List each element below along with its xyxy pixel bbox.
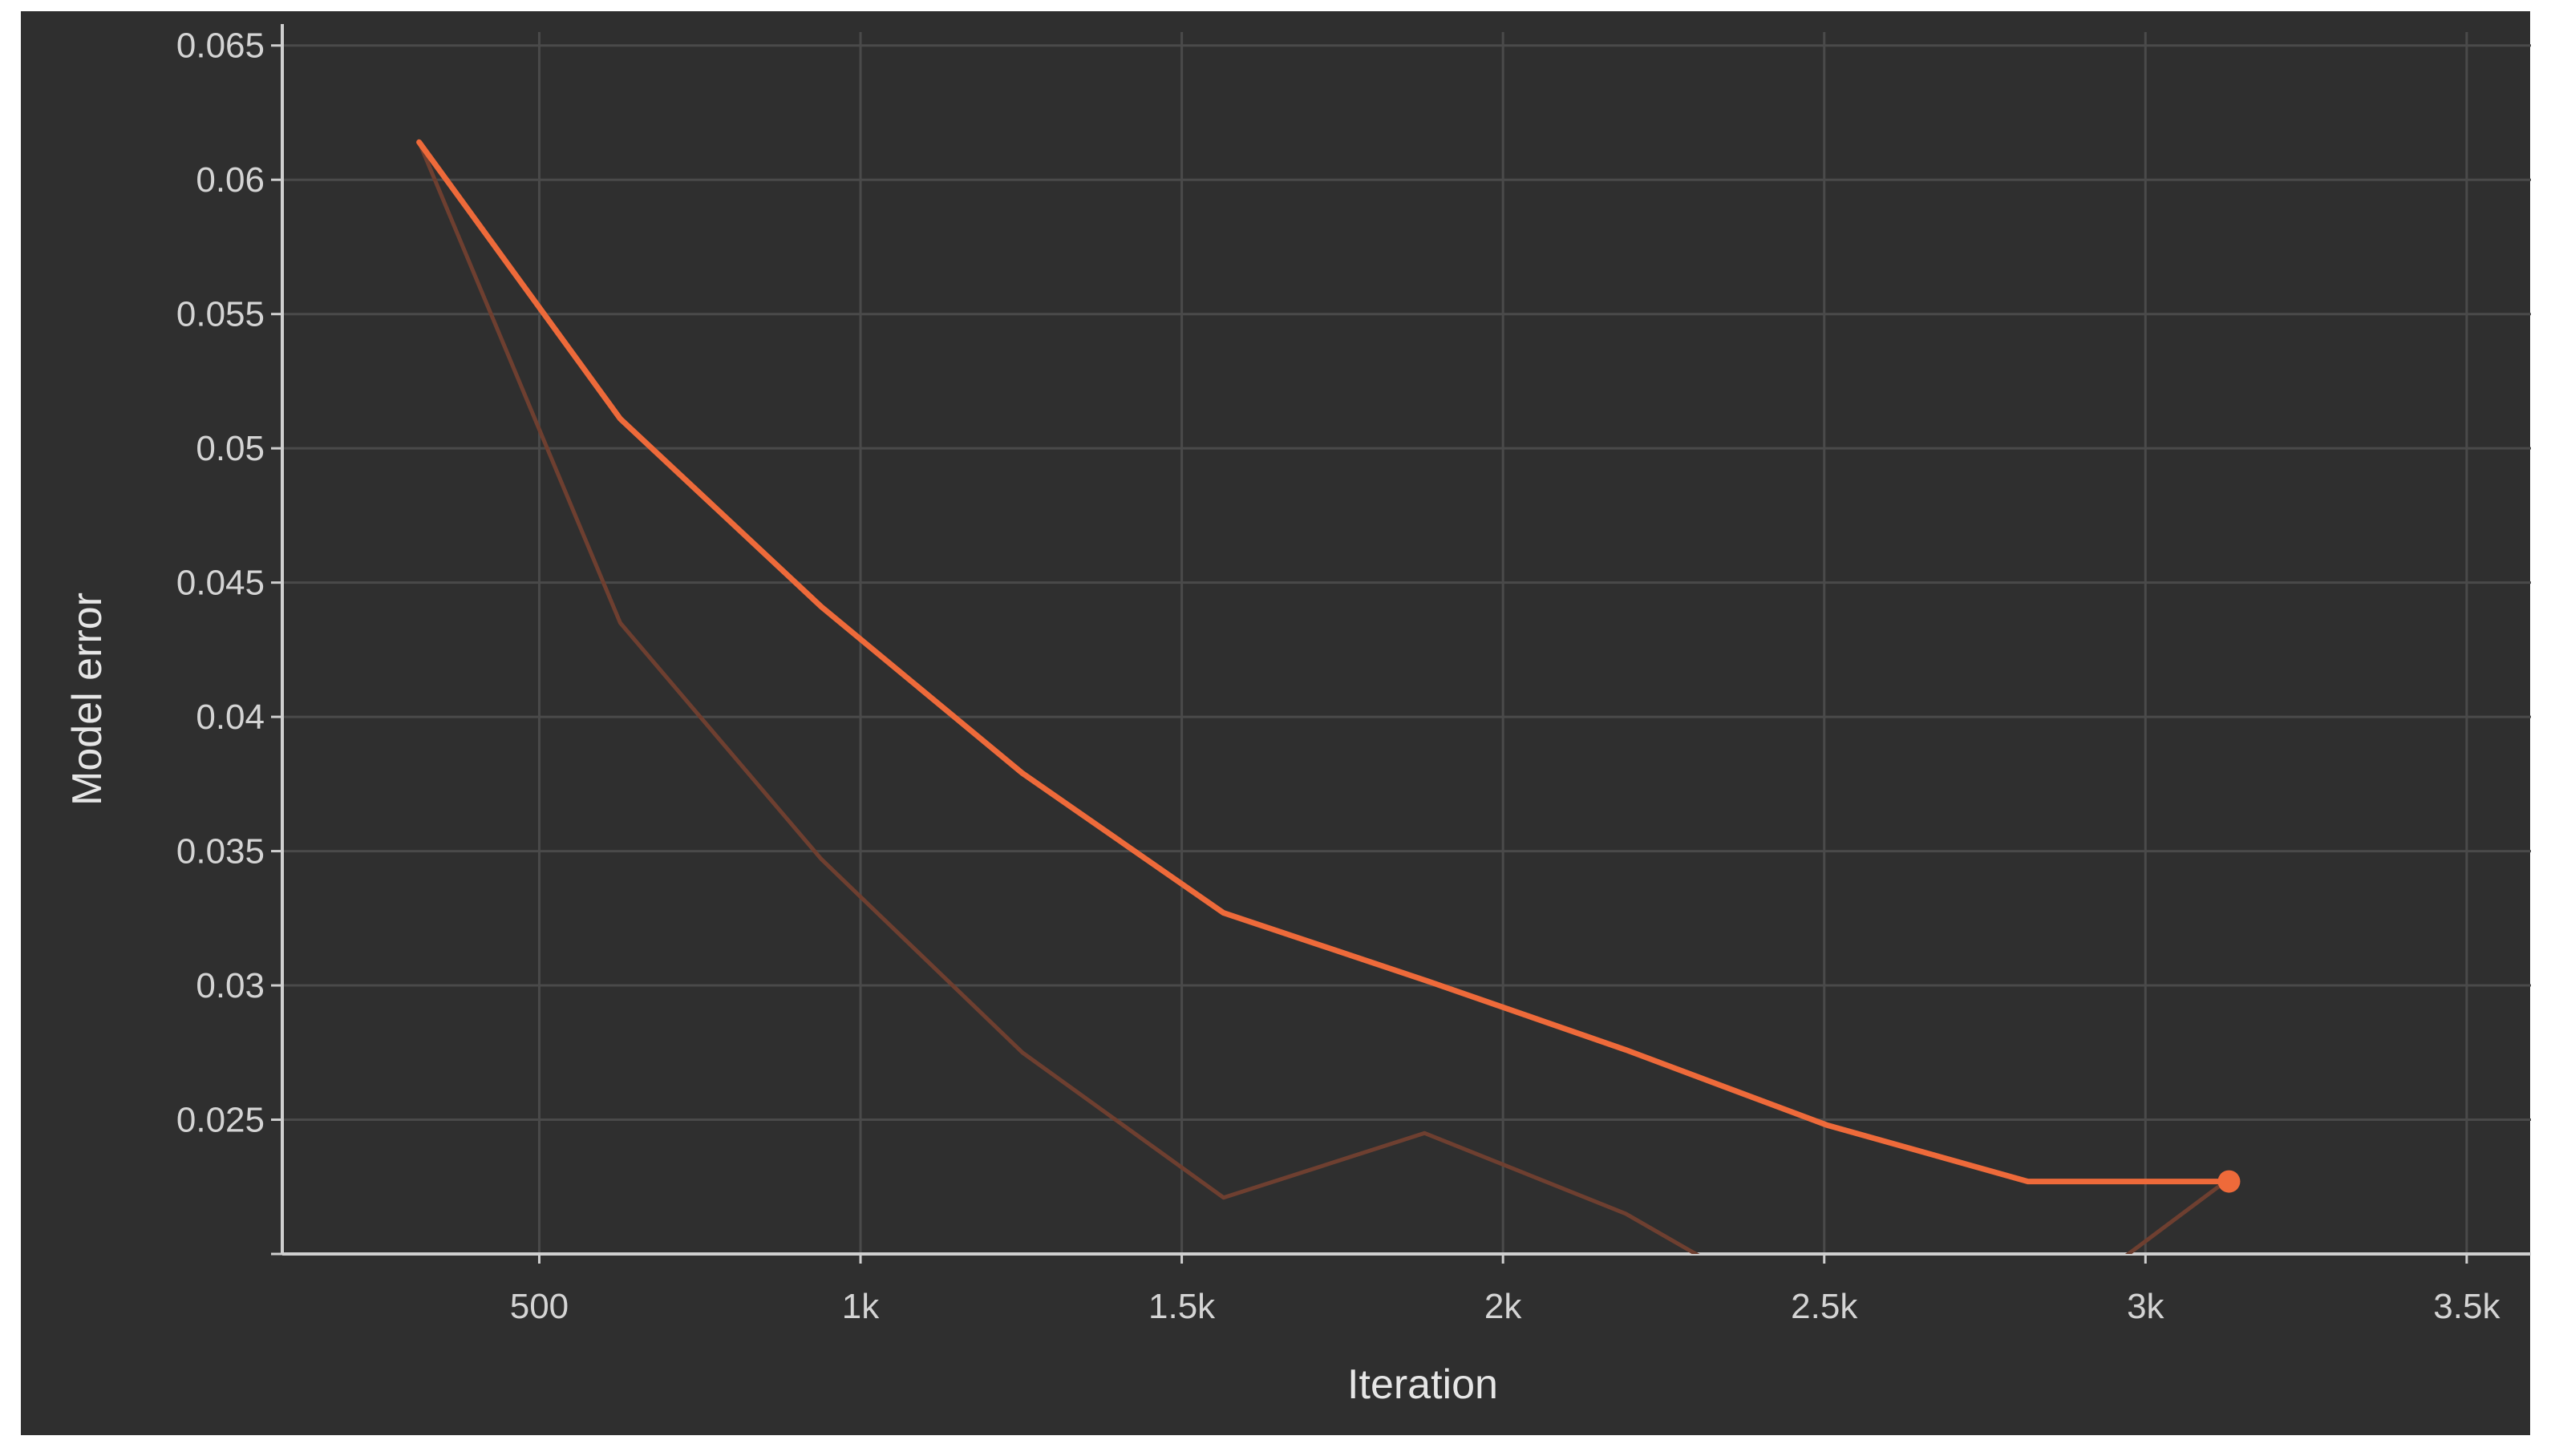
y-tick-label: 0.065 <box>176 26 265 66</box>
y-tick-label: 0.06 <box>196 160 265 200</box>
y-tick-label: 0.045 <box>176 564 265 603</box>
series-layer <box>416 139 2232 1254</box>
series-end-marker <box>2217 1170 2241 1193</box>
x-tick-label: 500 <box>510 1287 569 1326</box>
x-axis-title: Iteration <box>1347 1361 1498 1408</box>
grid-lines <box>282 32 2531 1254</box>
x-tick-label: 1k <box>842 1287 880 1326</box>
smoothed-series-line <box>416 139 2232 1185</box>
y-tick-label: 0.04 <box>196 698 265 737</box>
y-tick-label: 0.035 <box>176 832 265 872</box>
chart-panel <box>21 11 2530 1435</box>
marker-layer <box>2217 1170 2241 1193</box>
y-tick-label: 0.03 <box>196 966 265 1005</box>
y-tick-label: 0.055 <box>176 295 265 334</box>
y-tick-label: 0.05 <box>196 429 265 468</box>
x-tick-label: 1.5k <box>1148 1287 1216 1326</box>
y-axis-title: Model error <box>64 593 111 806</box>
y-tick-label: 0.025 <box>176 1101 265 1140</box>
x-tick-label: 2k <box>1484 1287 1522 1326</box>
axes <box>271 24 2531 1264</box>
tick-labels: 0.025 0.03 0.035 0.04 0.045 0.05 0.055 0.06 0.06… <box>176 26 2501 1326</box>
x-tick-label: 3k <box>2127 1287 2164 1326</box>
x-tick-label: 2.5k <box>1791 1287 1858 1326</box>
raw-series-line <box>417 140 2231 1254</box>
x-tick-label: 3.5k <box>2433 1287 2500 1326</box>
